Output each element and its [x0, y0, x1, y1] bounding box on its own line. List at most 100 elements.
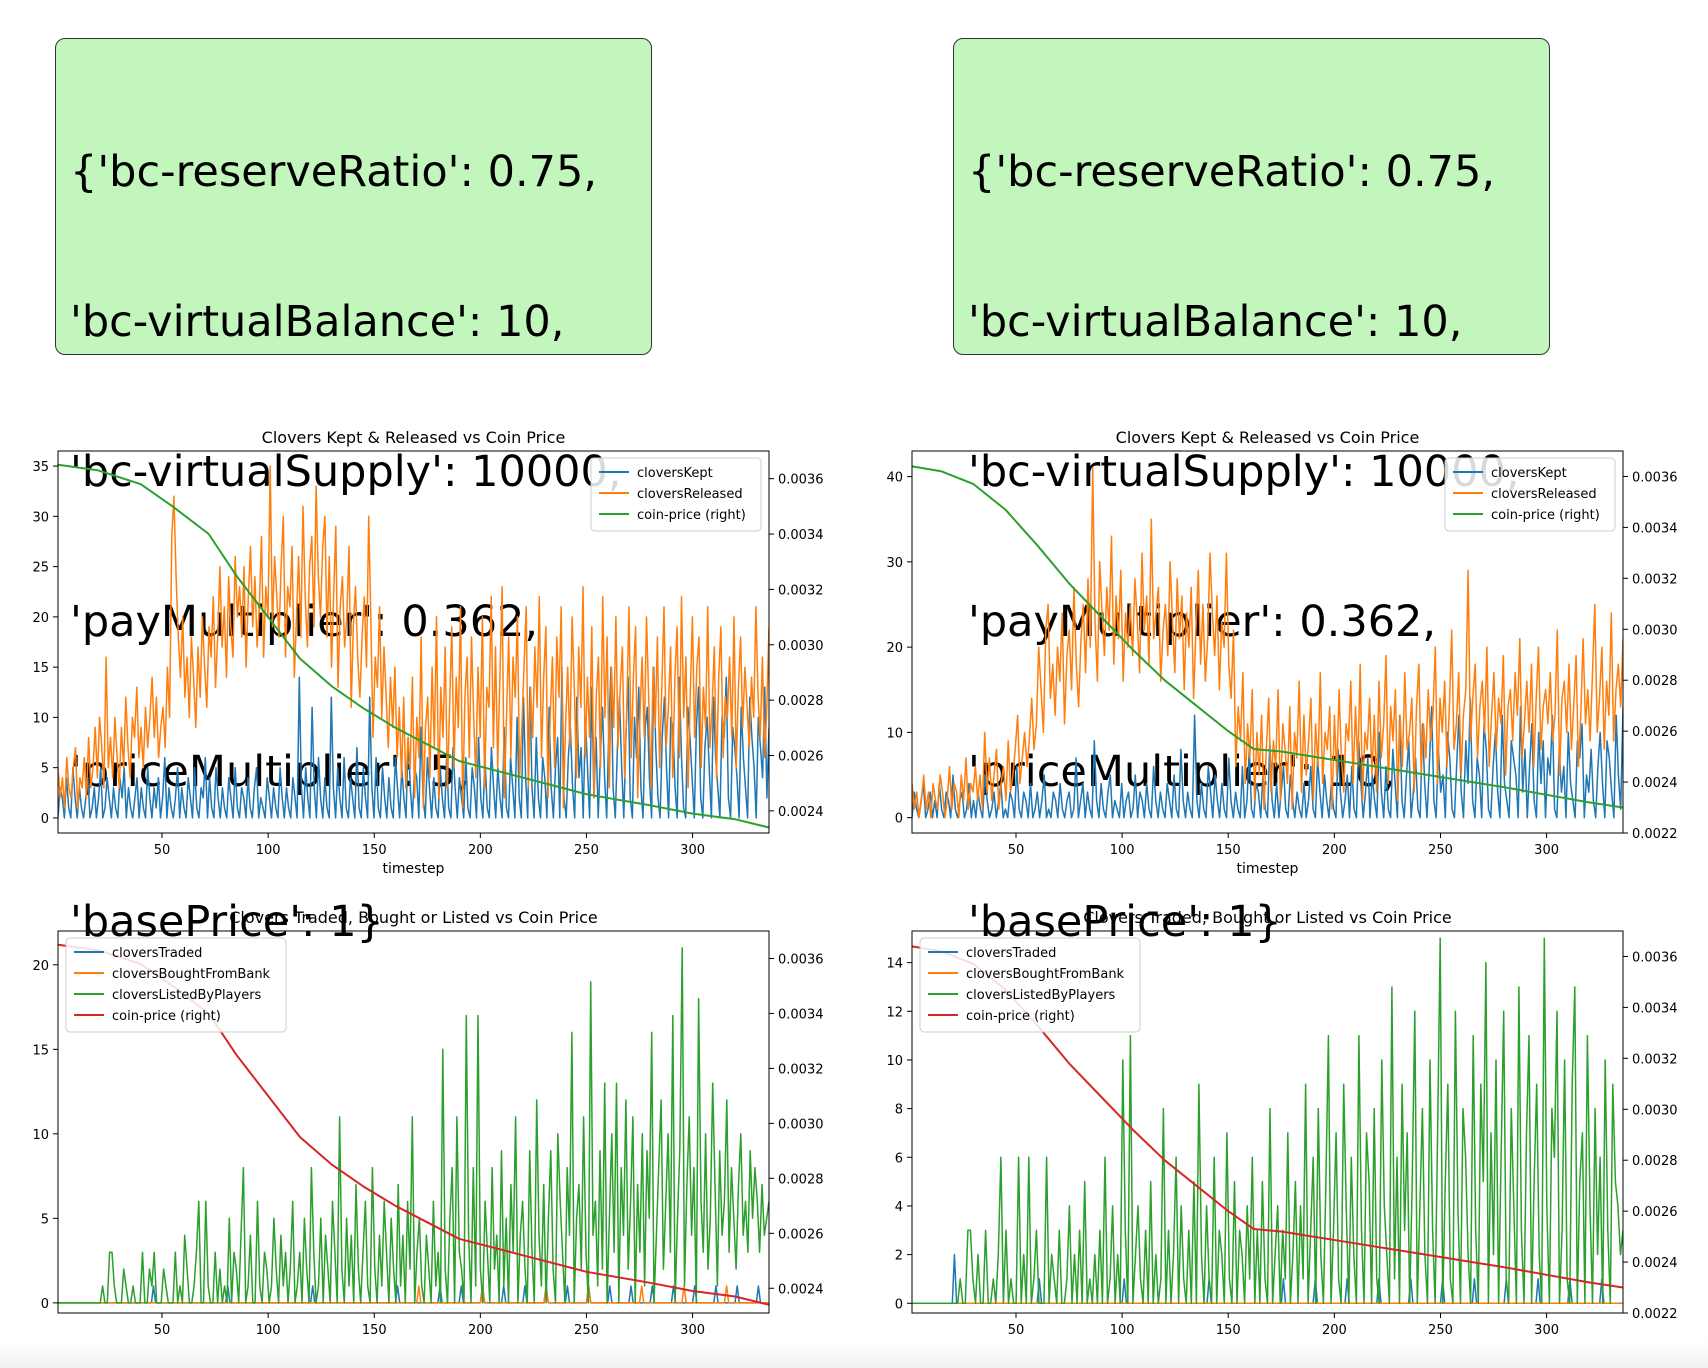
y-tick-label: 10 — [886, 726, 903, 741]
chart-title: Clovers Traded, Bought or Listed vs Coin… — [1083, 908, 1451, 927]
y-tick-label: 5 — [41, 762, 49, 777]
chart-title: Clovers Kept & Released vs Coin Price — [262, 428, 566, 447]
y-tick-label: 35 — [32, 460, 49, 475]
y2-tick-label: 0.0032 — [1632, 1052, 1678, 1067]
y-tick-label: 8 — [895, 1103, 903, 1118]
y2-tick-label: 0.0036 — [1632, 950, 1678, 965]
legend-label: cloversBoughtFromBank — [966, 967, 1125, 982]
y2-tick-label: 0.0028 — [778, 1172, 824, 1187]
series-line-coin-price-right- — [912, 465, 1623, 809]
x-tick-label: 250 — [574, 843, 599, 858]
param-line: {'bc-reserveRatio': 0.75, — [968, 147, 1496, 197]
y2-tick-label: 0.0030 — [778, 1117, 824, 1132]
bottom-fade — [0, 1340, 1708, 1368]
series-line-cloversboughtfrombank — [58, 1285, 769, 1304]
x-tick-label: 300 — [680, 843, 705, 858]
legend-label: cloversKept — [1491, 466, 1567, 481]
plot-frame — [911, 450, 1624, 834]
y-tick-label: 20 — [32, 611, 49, 626]
plot-frame — [57, 450, 770, 834]
y2-tick-label: 0.0034 — [778, 528, 824, 543]
legend-label: coin-price (right) — [966, 1009, 1075, 1024]
legend-label: cloversListedByPlayers — [966, 988, 1116, 1003]
y-tick-label: 15 — [32, 661, 49, 676]
chart-traded-listed-left: Clovers Traded, Bought or Listed vs Coin… — [32, 908, 824, 1357]
legend-label: coin-price (right) — [112, 1009, 221, 1024]
y-tick-label: 2 — [895, 1249, 903, 1264]
legend-label: cloversListedByPlayers — [112, 988, 262, 1003]
y2-tick-label: 0.0022 — [1632, 827, 1678, 842]
series-line-cloverskept — [58, 666, 769, 819]
param-box-left: {'bc-reserveRatio': 0.75, 'bc-virtualBal… — [55, 38, 652, 947]
x-axis-label: timestep — [383, 861, 445, 877]
y-tick-label: 10 — [32, 1128, 49, 1143]
y-tick-label: 15 — [32, 1043, 49, 1058]
y2-tick-label: 0.0024 — [1632, 776, 1678, 791]
x-tick-label: 200 — [1322, 843, 1347, 858]
y2-tick-label: 0.0024 — [778, 805, 824, 820]
legend-label: cloversReleased — [1491, 487, 1597, 502]
y-tick-label: 30 — [886, 556, 903, 571]
y2-tick-label: 0.0032 — [778, 1062, 824, 1077]
y-tick-label: 5 — [41, 1212, 49, 1227]
x-tick-label: 150 — [1216, 1323, 1241, 1338]
legend-label: coin-price (right) — [1491, 508, 1600, 523]
x-tick-label: 100 — [256, 843, 281, 858]
y2-tick-label: 0.0028 — [778, 694, 824, 709]
x-tick-label: 200 — [468, 843, 493, 858]
y2-tick-label: 0.0034 — [1632, 521, 1678, 536]
chart-kept-released-right: Clovers Kept & Released vs Coin Price 50 1… — [886, 428, 1678, 877]
y2-tick-label: 0.0036 — [1632, 470, 1678, 485]
param-line: 'bc-virtualBalance': 10, — [968, 297, 1463, 347]
x-tick-label: 100 — [256, 1323, 281, 1338]
legend-label: coin-price (right) — [637, 508, 746, 523]
y-tick-label: 0 — [895, 812, 903, 827]
x-tick-label: 200 — [468, 1323, 493, 1338]
x-axis-label: timestep — [1237, 861, 1299, 877]
chart-traded-listed-right: Clovers Traded, Bought or Listed vs Coin… — [886, 908, 1678, 1357]
y2-tick-label: 0.0026 — [778, 1227, 824, 1242]
x-tick-label: 250 — [1428, 843, 1453, 858]
param-line: 'payMultiplier': 0.362, — [70, 597, 539, 647]
legend-label: cloversBoughtFromBank — [112, 967, 271, 982]
legend-box — [1444, 457, 1616, 532]
param-line: {'bc-reserveRatio': 0.75, — [70, 147, 598, 197]
y-tick-label: 12 — [886, 1005, 903, 1020]
x-tick-label: 250 — [574, 1323, 599, 1338]
plot-frame — [911, 930, 1624, 1314]
y-tick-label: 0 — [41, 812, 49, 827]
y-tick-label: 20 — [886, 641, 903, 656]
chart-kept-released-left: Clovers Kept & Released vs Coin Price 5 0 1… — [32, 428, 824, 877]
series-line-cloversreleased — [912, 467, 1623, 819]
series-line-cloverslistedbyplayers — [912, 937, 1623, 1305]
y-tick-label: 0 — [895, 1297, 903, 1312]
legend-label: cloversTraded — [966, 946, 1056, 961]
y-tick-label: 25 — [32, 561, 49, 576]
x-tick-label: 150 — [1216, 843, 1241, 858]
y2-tick-label: 0.0034 — [1632, 1001, 1678, 1016]
y2-tick-label: 0.0030 — [1632, 1103, 1678, 1118]
legend-label: cloversKept — [637, 466, 713, 481]
legend-label: cloversTraded — [112, 946, 202, 961]
y-tick-label: 30 — [32, 510, 49, 525]
y2-tick-label: 0.0036 — [778, 952, 824, 967]
y-tick-label: 0 — [41, 1297, 49, 1312]
x-tick-label: 100 — [1110, 843, 1135, 858]
y2-tick-label: 0.0028 — [1632, 1154, 1678, 1169]
y2-tick-label: 0.0024 — [778, 1282, 824, 1297]
x-tick-label: 100 — [1110, 1323, 1135, 1338]
x-tick-label: 300 — [680, 1323, 705, 1338]
y2-tick-label: 0.0032 — [778, 583, 824, 598]
y-tick-label: 10 — [886, 1054, 903, 1069]
y2-tick-label: 0.0026 — [778, 749, 824, 764]
y2-tick-label: 0.0030 — [1632, 623, 1678, 638]
series-line-cloverskept — [912, 697, 1623, 819]
x-tick-label: 150 — [362, 843, 387, 858]
y2-tick-label: 0.0028 — [1632, 674, 1678, 689]
x-tick-label: 150 — [362, 1323, 387, 1338]
x-tick-label: 200 — [1322, 1323, 1347, 1338]
legend-box — [590, 457, 762, 532]
series-line-coin-price-right- — [58, 463, 769, 829]
y2-tick-label: 0.0034 — [778, 1007, 824, 1022]
x-tick-label: 50 — [154, 1323, 171, 1338]
